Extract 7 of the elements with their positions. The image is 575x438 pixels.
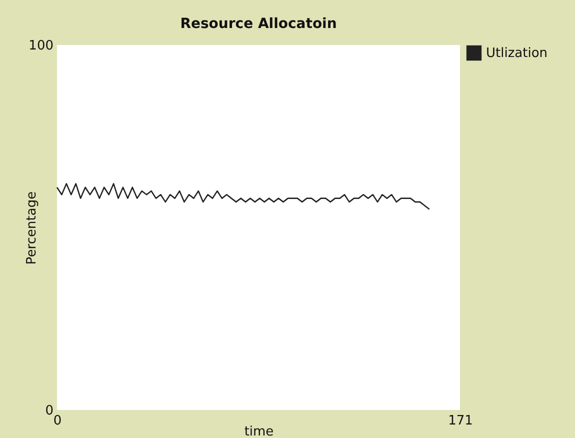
line-series <box>56 183 430 210</box>
legend-label: Utlization <box>486 46 548 61</box>
x-axis-title: time <box>244 424 274 438</box>
x-tick-label: 171 <box>448 414 473 428</box>
y-axis-title: Percentage <box>24 191 40 265</box>
chart-title: Resource Allocatoin <box>180 16 337 32</box>
y-tick-label: 100 <box>28 38 54 54</box>
